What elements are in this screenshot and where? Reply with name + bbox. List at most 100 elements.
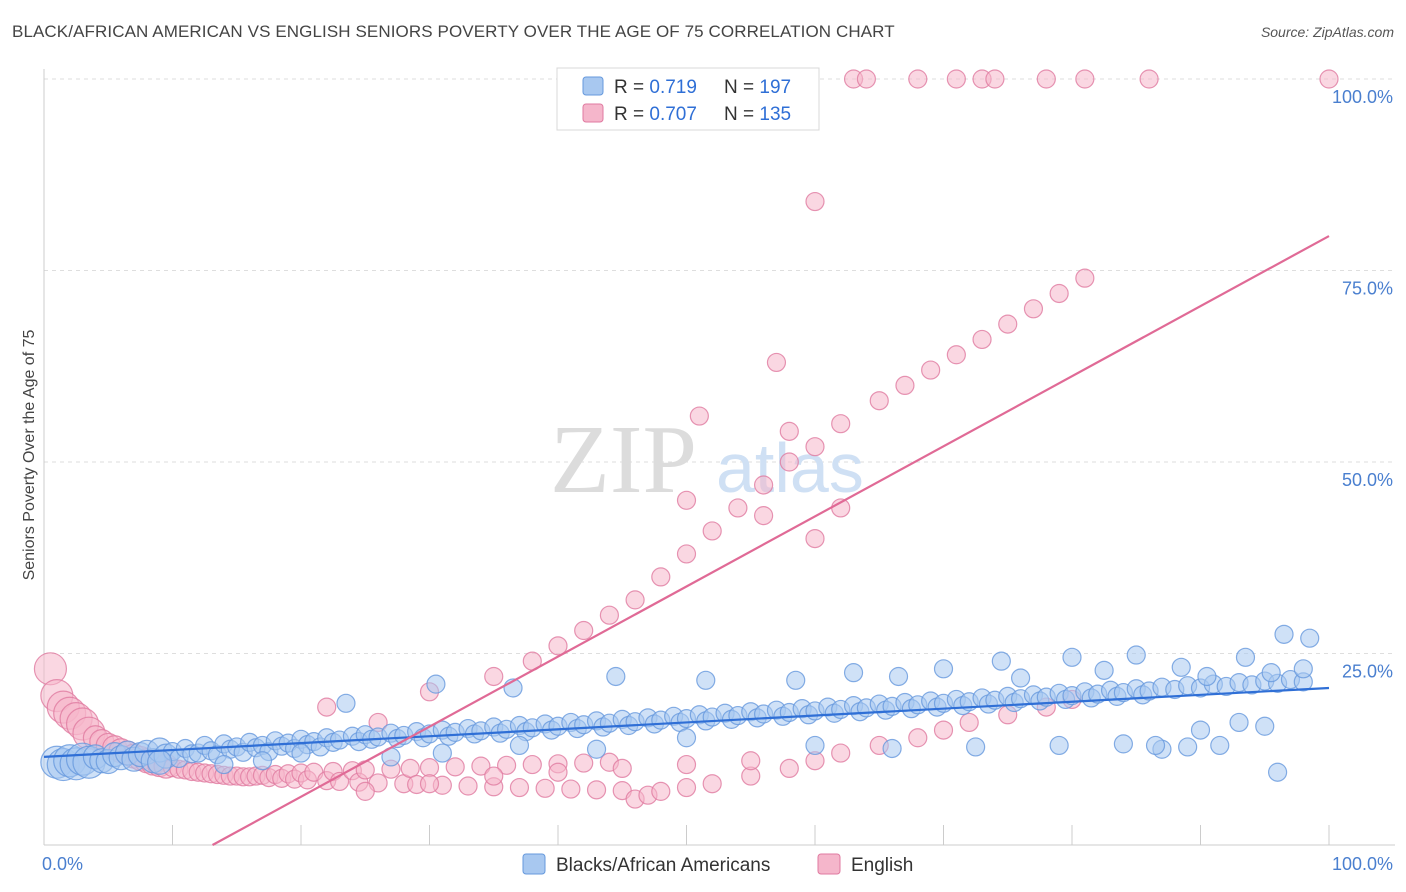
english-point <box>471 756 491 776</box>
english-point <box>779 758 799 779</box>
x-tick-label-min: 0.0% <box>42 854 83 874</box>
english-trend-line <box>211 235 1330 846</box>
english-point <box>484 766 504 786</box>
blacks-point <box>1261 663 1281 683</box>
english-point <box>702 774 722 794</box>
legend-blue-r-label: R = <box>614 77 649 98</box>
english-point <box>766 352 787 373</box>
english-point <box>805 528 825 549</box>
english-point <box>574 620 594 641</box>
english-point <box>946 345 966 365</box>
english-point <box>548 762 568 782</box>
blacks-point <box>147 749 173 775</box>
english-point <box>689 406 709 426</box>
english-point <box>741 751 761 771</box>
blacks-point <box>1300 628 1320 648</box>
legend-pink-r: 0.707 <box>649 104 697 125</box>
english-point <box>921 360 941 380</box>
english-point <box>625 590 645 610</box>
y-tick-label: 100.0% <box>1332 87 1393 107</box>
english-point <box>831 414 851 434</box>
english-point <box>676 544 697 564</box>
watermark-zip: ZIP <box>550 406 697 514</box>
english-point <box>856 69 877 89</box>
english-point <box>1139 69 1159 89</box>
blacks-point <box>214 754 234 775</box>
english-point <box>753 506 774 526</box>
axes <box>43 69 1395 846</box>
english-point <box>1075 268 1095 288</box>
blacks-point <box>696 670 716 690</box>
blacks-point <box>1113 734 1134 754</box>
english-point <box>805 437 825 457</box>
english-point <box>458 776 478 796</box>
blacks-point <box>1293 659 1313 679</box>
english-point <box>509 777 530 798</box>
blacks-point <box>586 739 607 759</box>
english-point <box>1049 283 1069 304</box>
english-point <box>1023 299 1044 319</box>
blacks-point <box>1094 660 1114 680</box>
legend-pink-n: 135 <box>759 104 791 125</box>
bottom-legend-blue-swatch <box>522 853 546 875</box>
english-point <box>895 375 915 395</box>
english-point <box>985 69 1005 89</box>
english-point <box>933 720 954 740</box>
svg-text:R = 0.707: R = 0.707 <box>614 104 697 125</box>
legend-pink-r-label: R = <box>614 104 649 125</box>
blacks-point <box>1062 647 1082 667</box>
blacks-point <box>786 670 806 690</box>
bottom-legend: Blacks/African Americans English <box>522 853 913 876</box>
bottom-legend-pink-swatch <box>817 853 841 875</box>
english-point <box>1319 69 1339 89</box>
english-point <box>484 666 504 687</box>
english-point <box>959 712 979 733</box>
english-point <box>445 757 465 777</box>
english-point <box>805 191 825 212</box>
blacks-point <box>1235 647 1256 667</box>
blacks-point <box>966 737 986 757</box>
english-point <box>586 780 607 800</box>
blacks-point <box>1049 735 1069 756</box>
blacks-point <box>1210 735 1230 756</box>
blacks-point <box>509 735 530 756</box>
blacks-point <box>1010 668 1031 688</box>
y-tick-label: 75.0% <box>1342 279 1393 299</box>
blacks-point <box>252 751 273 771</box>
bottom-legend-pink-label: English <box>851 855 913 876</box>
english-point <box>779 452 799 472</box>
svg-text:R = 0.719: R = 0.719 <box>614 77 697 98</box>
english-point <box>574 753 594 773</box>
legend-pink-swatch <box>582 103 604 123</box>
blacks-point <box>1171 657 1191 677</box>
english-point <box>1075 69 1095 89</box>
english-point <box>676 754 697 775</box>
blacks-point <box>991 651 1011 671</box>
blacks-point <box>1145 735 1166 756</box>
legend-blue-n-label: N = <box>724 77 759 98</box>
english-point <box>522 754 542 775</box>
english-point <box>535 778 555 798</box>
english-point <box>728 498 748 518</box>
blacks-point <box>336 693 356 713</box>
blacks-point <box>1197 666 1217 687</box>
y-tick-label: 25.0% <box>1342 662 1393 682</box>
english-point <box>676 777 697 798</box>
trend-lines <box>43 235 1330 846</box>
x-tick-label-max: 100.0% <box>1332 854 1393 874</box>
english-point <box>831 743 851 763</box>
svg-text:N = 197: N = 197 <box>724 77 791 98</box>
english-point <box>599 605 620 625</box>
english-point <box>548 636 568 656</box>
english-point <box>753 475 774 495</box>
english-point <box>998 314 1018 334</box>
english-point <box>400 758 420 779</box>
english-point <box>651 781 671 801</box>
blacks-point <box>291 743 311 763</box>
blacks-point <box>1274 624 1294 644</box>
blacks-point <box>606 666 626 687</box>
english-point <box>702 521 722 541</box>
english-point <box>497 755 517 775</box>
english-point <box>1036 69 1056 89</box>
english-point <box>779 421 799 441</box>
